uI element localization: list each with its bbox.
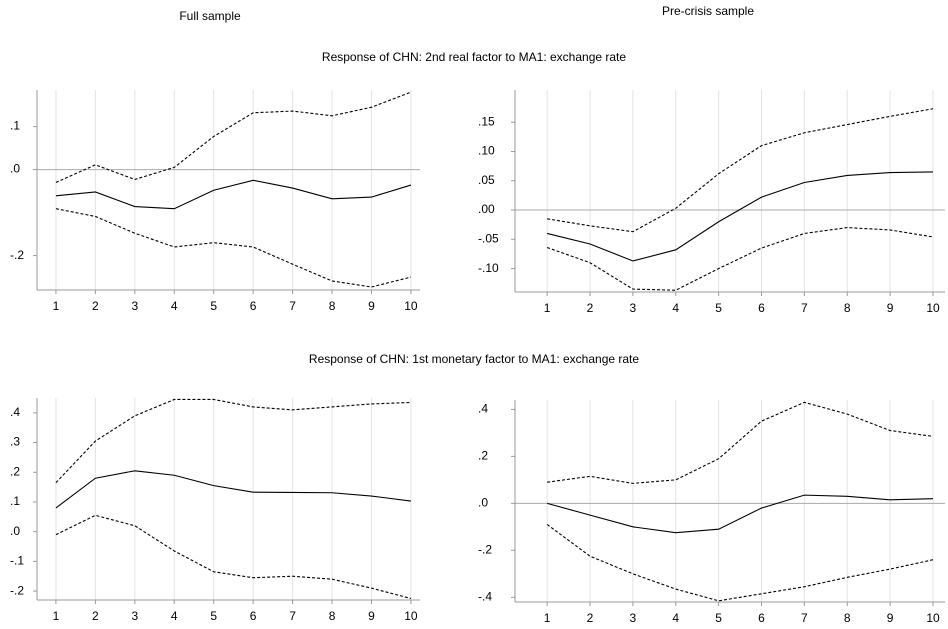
y-tick-label: .4: [478, 402, 488, 416]
x-tick-label: 6: [250, 609, 257, 623]
series-line: [546, 227, 934, 291]
x-tick-label: 1: [53, 609, 60, 623]
x-tick-label: 7: [289, 609, 296, 623]
series-line: [55, 179, 412, 210]
x-tick-label: 6: [758, 301, 765, 315]
x-tick-label: 4: [672, 611, 679, 625]
x-tick-label: 10: [926, 611, 940, 625]
series-line: [55, 208, 412, 288]
y-tick-label: .05: [478, 173, 495, 187]
x-tick-label: 9: [368, 299, 375, 313]
y-tick-label: .10: [478, 144, 495, 158]
y-tick-label: -.2: [10, 248, 24, 262]
x-tick-label: 10: [404, 609, 418, 623]
series-line: [55, 398, 411, 484]
y-tick-label: .1: [10, 119, 20, 133]
series-line: [547, 401, 934, 484]
series-line: [547, 108, 934, 233]
y-tick-label: -.2: [478, 542, 492, 556]
row-title: Response of CHN: 2nd real factor to MA1:…: [322, 50, 626, 64]
x-tick-label: 7: [289, 299, 296, 313]
x-tick-label: 8: [844, 611, 851, 625]
y-tick-label: -.2: [10, 583, 24, 597]
y-tick-label: .3: [10, 435, 20, 449]
x-tick-label: 4: [672, 301, 679, 315]
x-tick-label: 9: [887, 301, 894, 315]
y-tick-label: .4: [10, 405, 20, 419]
y-tick-label: -.10: [478, 261, 499, 275]
series-line: [546, 524, 934, 602]
x-tick-label: 7: [801, 611, 808, 625]
x-tick-label: 2: [587, 611, 594, 625]
x-tick-label: 10: [404, 299, 418, 313]
x-tick-label: 3: [131, 299, 138, 313]
y-tick-label: .1: [10, 494, 20, 508]
x-tick-label: 4: [171, 609, 178, 623]
column-title: Full sample: [179, 9, 241, 23]
x-tick-label: 8: [329, 299, 336, 313]
x-tick-label: 7: [801, 301, 808, 315]
y-tick-label: .0: [10, 162, 20, 176]
x-tick-label: 6: [250, 299, 257, 313]
y-tick-label: .15: [478, 114, 495, 128]
y-tick-label: .2: [478, 449, 488, 463]
x-tick-label: 3: [630, 611, 637, 625]
y-tick-label: .2: [10, 464, 20, 478]
x-tick-label: 5: [715, 301, 722, 315]
x-tick-label: 1: [544, 301, 551, 315]
x-tick-label: 1: [53, 299, 60, 313]
y-tick-label: -.05: [478, 231, 499, 245]
x-tick-label: 3: [630, 301, 637, 315]
row-title: Response of CHN: 1st monetary factor to …: [309, 352, 639, 366]
x-tick-label: 2: [92, 609, 99, 623]
y-tick-label: .0: [10, 524, 20, 538]
x-tick-label: 3: [131, 609, 138, 623]
series-line: [547, 494, 934, 534]
x-tick-label: 6: [758, 611, 765, 625]
column-title: Pre-crisis sample: [662, 4, 754, 18]
x-tick-label: 8: [329, 609, 336, 623]
y-tick-label: .00: [478, 202, 495, 216]
x-tick-label: 10: [926, 301, 940, 315]
x-tick-label: 8: [844, 301, 851, 315]
series-line: [547, 171, 934, 262]
x-tick-label: 1: [544, 611, 551, 625]
series-line: [55, 91, 412, 183]
x-tick-label: 5: [715, 611, 722, 625]
y-tick-label: -.1: [10, 554, 24, 568]
x-tick-label: 5: [210, 609, 217, 623]
series-line: [55, 470, 411, 509]
x-tick-label: 2: [587, 301, 594, 315]
x-tick-label: 4: [171, 299, 178, 313]
x-tick-label: 2: [92, 299, 99, 313]
x-tick-label: 5: [210, 299, 217, 313]
y-tick-label: .0: [478, 496, 488, 510]
x-tick-label: 9: [887, 611, 894, 625]
x-tick-label: 9: [368, 609, 375, 623]
y-tick-label: -.4: [478, 589, 492, 603]
series-line: [55, 514, 412, 600]
